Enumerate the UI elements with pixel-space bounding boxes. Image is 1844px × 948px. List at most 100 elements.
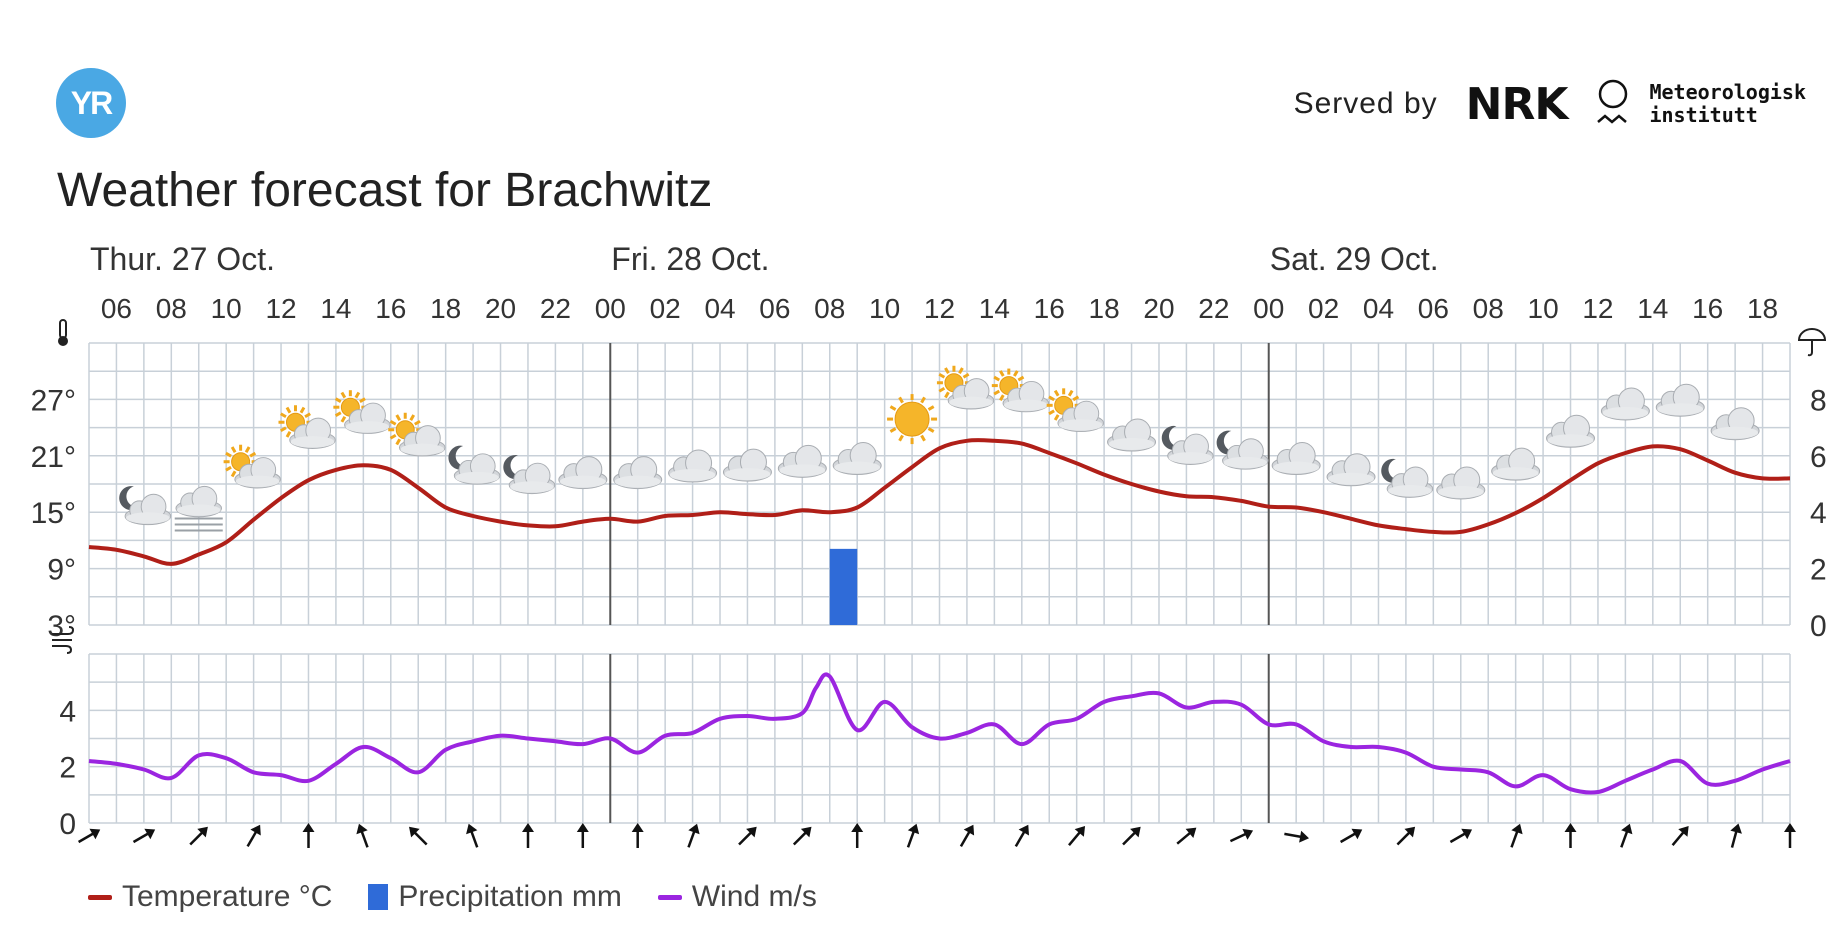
cloud-shape [124,493,172,526]
thermometer-stem [59,319,67,339]
cloud-fill [1492,467,1539,480]
precipitation-tick-label: 2 [1810,554,1827,587]
hour-tick-label: 06 [1418,293,1449,324]
wind-direction-arrow [851,823,864,848]
wind-arrow-head [197,826,208,838]
sun-ray [409,414,416,421]
sun-ray [389,419,397,426]
moon-shape [119,486,140,511]
sun-ray [898,396,904,404]
hour-tick-label: 22 [540,293,571,324]
cloud-fill [1657,403,1704,416]
cloudy-icon [1271,442,1321,475]
wind-arrow-head [746,826,757,838]
fog-icon [174,485,223,532]
partly-cloudy-day-icon [1046,388,1104,433]
hour-tick-label: 04 [704,293,735,324]
wind-direction-arrow [1730,823,1742,848]
day-label: Fri. 28 Oct. [611,241,769,277]
wind-direction-arrow [1784,823,1796,848]
partly-cloudy-day-icon [278,405,336,449]
sun-ray [898,434,904,442]
wind-arrow-head [1461,828,1473,840]
sun-ray [1017,375,1025,382]
day-label: Thur. 27 Oct. [90,241,275,277]
wind-direction-arrow [77,828,101,844]
sun-ray [999,370,1005,377]
cloudy-icon [613,456,663,490]
yr-logo-text: YR [70,84,113,121]
sun-ray [359,397,366,403]
cloud-shape [1326,453,1376,487]
cloud-fill [1328,472,1375,485]
yr-logo[interactable]: YR [56,68,126,138]
wind-arrow-head [466,823,478,835]
partly-cloudy-day-icon [991,368,1050,413]
sun-ray [920,396,926,404]
cloudy-icon [1107,418,1157,452]
hour-tick-label: 02 [650,293,681,324]
cloud-shape [1491,447,1541,481]
met-institute-logo[interactable]: Meteorologisk institutt [1595,78,1806,130]
temperature-tick-label: 9° [47,554,76,587]
legend-precipitation-swatch [368,884,389,910]
hour-tick-label: 20 [1143,293,1174,324]
forecast-chart: Thur. 27 Oct. Fri. 28 Oct. Sat. 29 Oct.06 0… [31,241,1827,848]
wind-arrow-head [1185,827,1197,839]
sun-ray [958,367,964,374]
sun-ray [334,397,342,403]
wind-direction-arrow [1449,828,1473,844]
wind-direction-arrow [466,823,479,848]
cloudy-icon [777,444,827,478]
met-institute-text: Meteorologisk institutt [1649,81,1806,127]
wind-arrow-head [800,826,812,838]
cloudy-icon [1655,383,1705,417]
legend-temperature-swatch [88,894,112,900]
hour-tick-label: 16 [1034,293,1065,324]
hour-tick-label: 08 [814,293,845,324]
wind-arrow-head [1404,826,1416,838]
hour-tick-label: 10 [869,293,900,324]
cloud-fill [126,512,170,524]
temperature-line [88,438,1791,566]
wind-arrow-head [688,823,700,835]
cloudy-icon [1546,414,1596,448]
cloud-fill [1223,456,1268,469]
sun-ray [927,427,935,433]
wind-arrow-head [576,823,589,832]
nrk-logo[interactable]: NRK [1465,78,1569,130]
page-title: Weather forecast for Brachwitz [57,164,713,217]
wind-direction-arrow [189,826,208,846]
sun-disc [894,401,930,437]
sun-ray [993,389,1001,396]
cloud-fill [345,421,390,433]
wind-arrow-head [1678,826,1689,837]
hour-tick-label: 10 [211,293,242,324]
partly-cloudy-night-icon [1216,430,1269,470]
cloud-shape [1002,380,1050,413]
hour-tick-label: 02 [1308,293,1339,324]
moon-shape [448,445,470,470]
wind-tick-label: 4 [59,695,76,728]
wind-direction-arrow [576,823,589,848]
cloud-fill [1168,452,1213,464]
cloud-fill [669,469,716,482]
precipitation-tick-label: 0 [1810,610,1827,643]
wind-arrow-head [1242,828,1254,840]
wind-direction-arrow [1564,823,1577,848]
hour-tick-label: 16 [1692,293,1723,324]
partly-cloudy-night-icon [1381,458,1434,498]
wind-arrow-head [409,826,420,838]
cloud-shape [777,444,827,478]
hour-tick-label: 12 [265,293,296,324]
sun-ray [354,391,361,399]
moon-shape [1381,458,1402,483]
wind-direction-arrow [1068,826,1086,846]
cloudy-icon [722,448,772,482]
cloud-shape [175,485,223,518]
cloud-fill [400,443,445,456]
sun-ray [414,419,421,426]
wind-direction-arrow [738,826,757,846]
umbrella-icon [1797,328,1827,357]
moon-shape [503,455,524,480]
